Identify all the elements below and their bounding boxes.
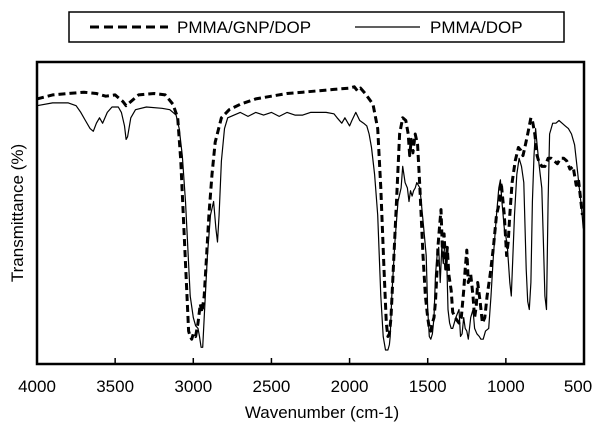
- series-layer: [36, 85, 584, 351]
- legend-label-series-2: PMMA/DOP: [430, 18, 523, 37]
- legend-label-series-1: PMMA/GNP/DOP: [177, 18, 311, 37]
- x-axis-label: Wavenumber (cm-1): [245, 403, 399, 422]
- series-line-1: [36, 85, 584, 341]
- x-tick-label: 3500: [96, 377, 134, 396]
- x-tick-label: 1000: [487, 377, 525, 396]
- x-axis: 4000 3500 3000 2500 2000 1500 1000 500: [18, 358, 592, 396]
- x-tick-label: 500: [564, 377, 592, 396]
- x-tick-label: 1500: [409, 377, 447, 396]
- series-line-2: [36, 102, 584, 351]
- y-axis-label: Transmittance (%): [8, 144, 27, 282]
- x-tick-label: 3000: [174, 377, 212, 396]
- plot-frame: [35, 60, 586, 366]
- x-tick-label: 2500: [253, 377, 291, 396]
- x-tick-label: 4000: [18, 377, 56, 396]
- legend: PMMA/GNP/DOP PMMA/DOP: [68, 11, 565, 43]
- x-tick-label: 2000: [331, 377, 369, 396]
